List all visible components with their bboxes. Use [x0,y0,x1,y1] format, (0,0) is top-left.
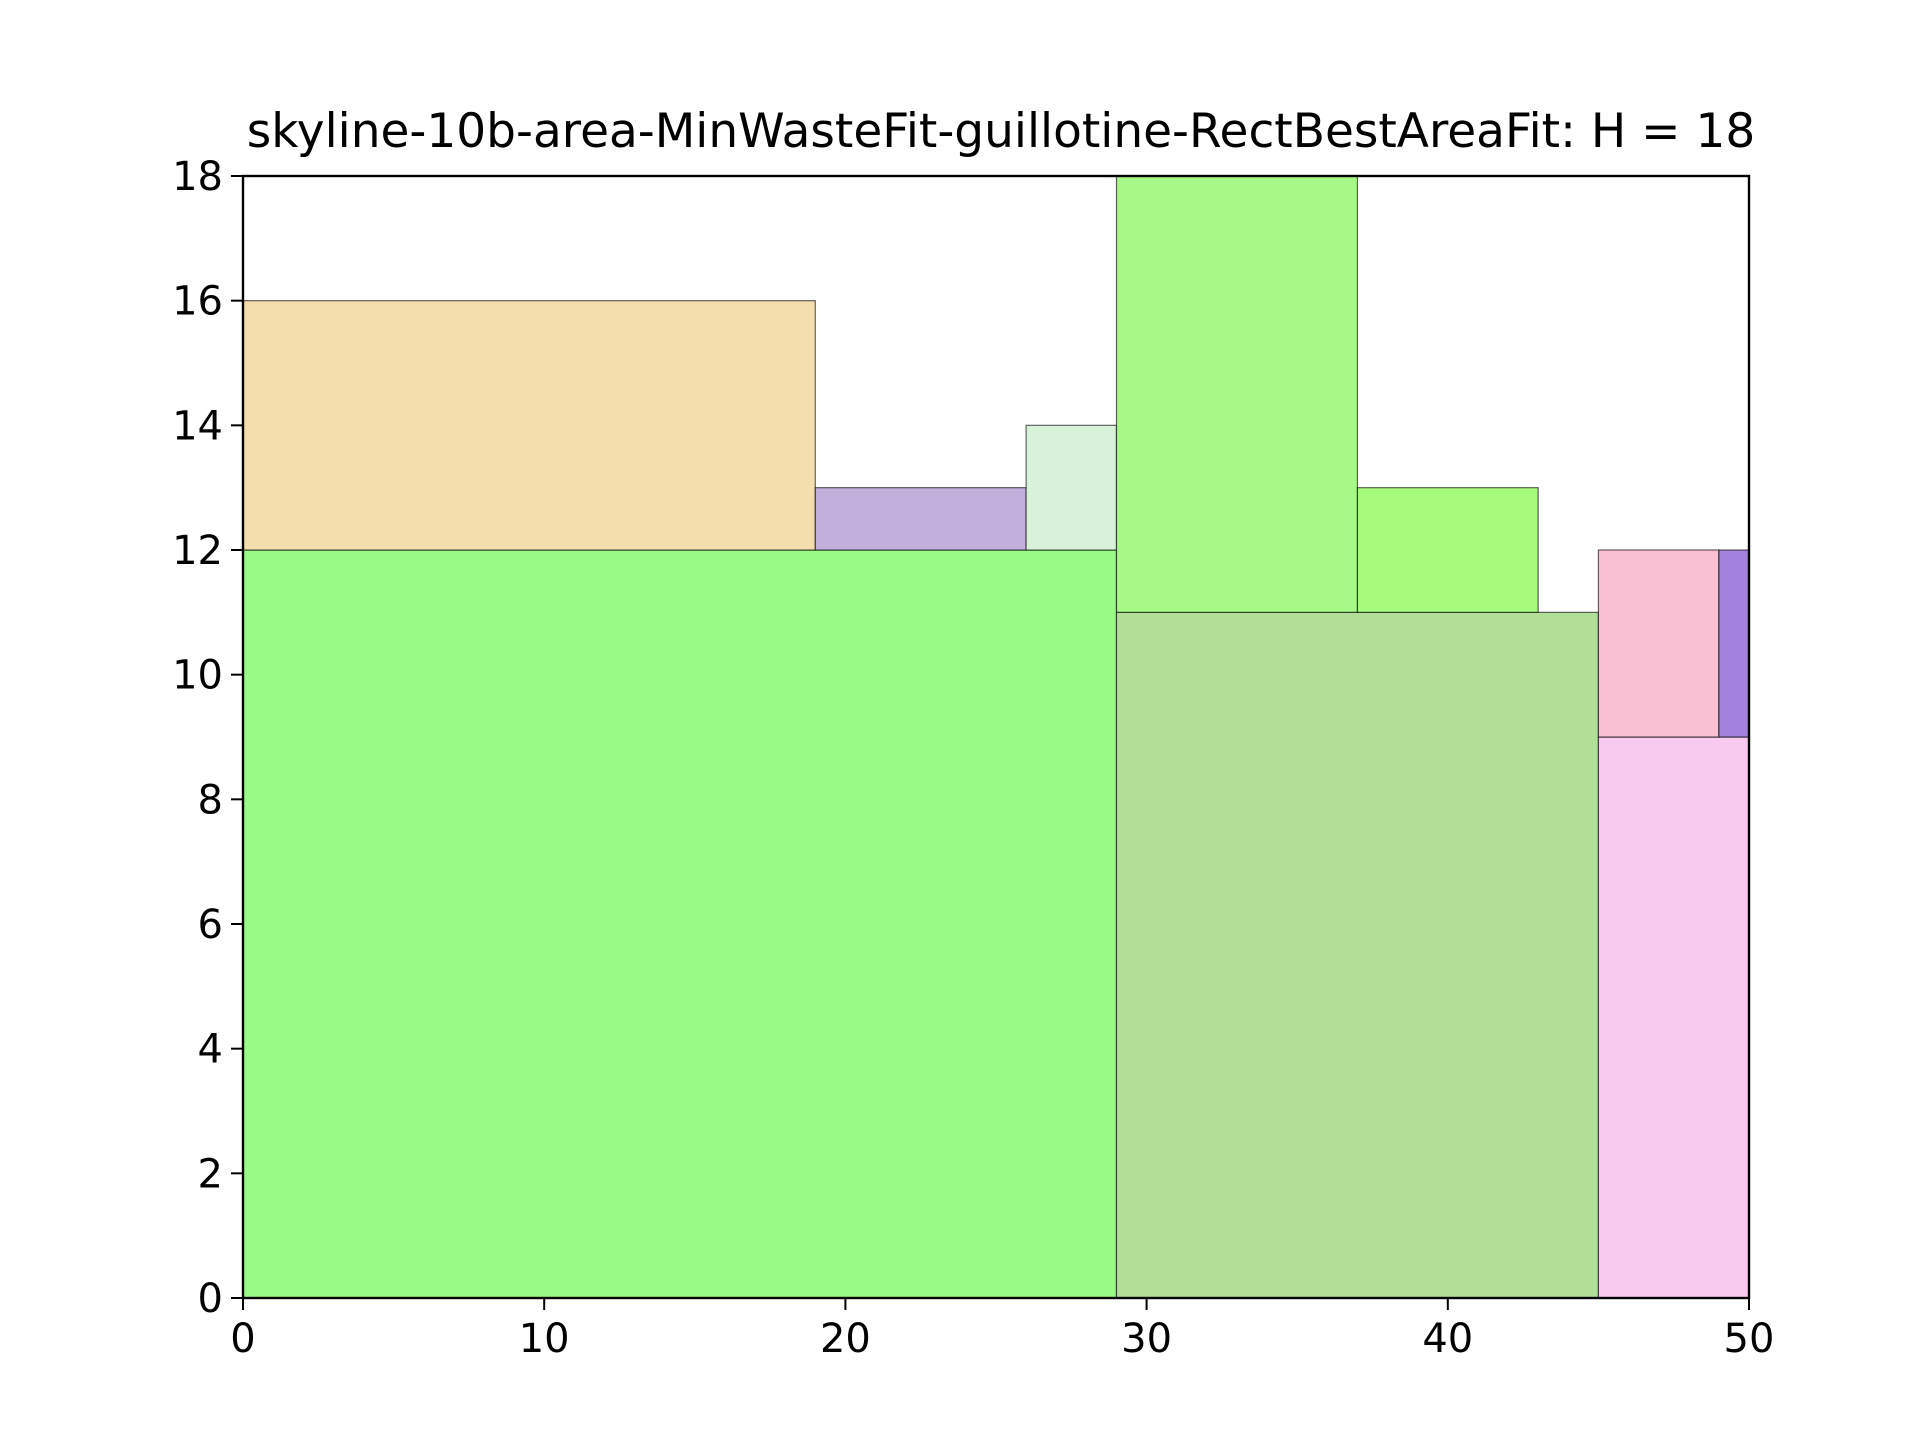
y-tick-label: 14 [172,403,223,449]
y-axis-ticks: 0 2 4 6 8 10 12 14 16 18 [172,154,243,1322]
y-tick-label: 10 [172,653,223,699]
x-tick-label: 40 [1422,1316,1473,1362]
x-tick-label: 0 [230,1316,255,1362]
y-tick-label: 4 [198,1027,223,1073]
packed-rect-9 [1597,549,1720,738]
x-tick-label: 30 [1121,1316,1172,1362]
y-tick-label: 8 [198,777,223,823]
chart-title: skyline-10b-area-MinWasteFit-guillotine-… [247,104,1756,159]
packed-rect-5 [1115,611,1599,1299]
packed-rect-10 [1718,549,1750,738]
packed-rect-6 [1115,175,1359,613]
axes-frame [241,174,1751,1300]
y-tick-label: 0 [198,1276,223,1322]
rectangles-layer [242,175,1750,1299]
x-axis-ticks: 0 10 20 30 40 50 [230,1298,1774,1362]
y-tick-label: 18 [172,154,223,200]
y-tick-label: 16 [172,279,223,325]
y-tick-label: 6 [198,902,223,948]
packed-rect-4 [1025,424,1118,551]
y-tick-label: 12 [172,528,223,574]
packed-rect-8 [1597,736,1750,1299]
packed-rect-2 [242,300,816,551]
packed-rect-3 [814,487,1027,551]
packed-rect-7 [1356,487,1539,613]
x-tick-label: 50 [1724,1316,1775,1362]
packed-rect-1 [242,549,1118,1299]
x-tick-label: 20 [820,1316,871,1362]
y-tick-label: 2 [198,1151,223,1197]
x-tick-label: 10 [519,1316,570,1362]
